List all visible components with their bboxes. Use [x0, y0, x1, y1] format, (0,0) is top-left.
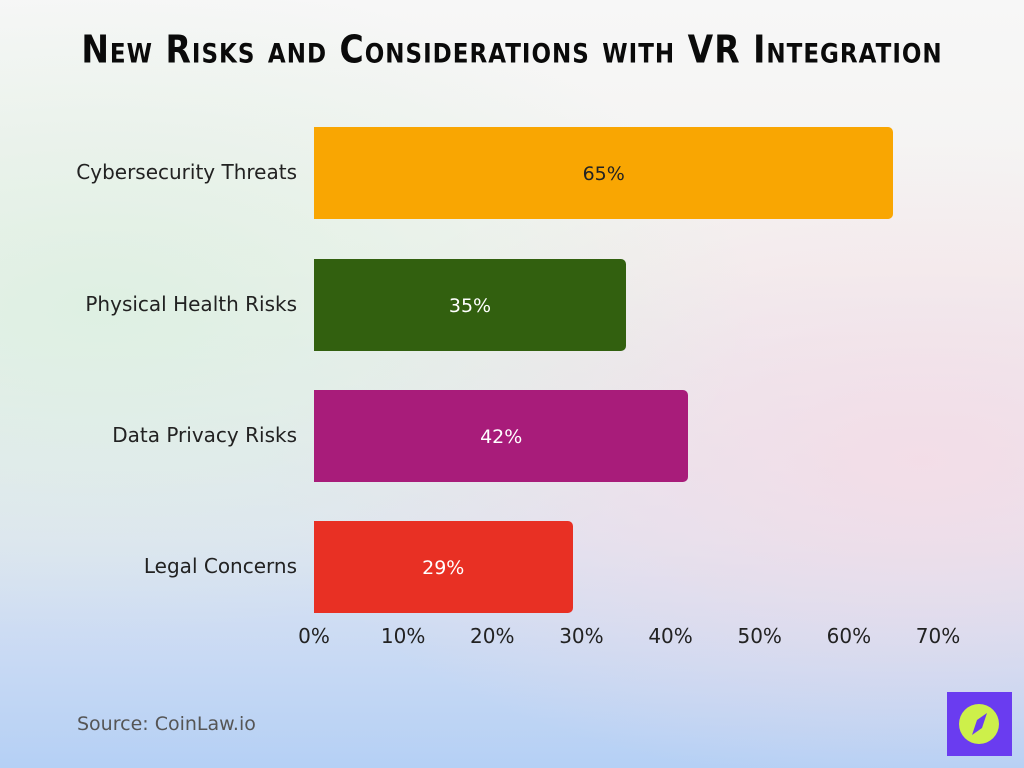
x-tick-label: 10% — [380, 624, 426, 648]
x-tick-label: 60% — [826, 624, 872, 648]
x-tick-label: 70% — [915, 624, 961, 648]
category-label: Physical Health Risks — [85, 292, 297, 316]
category-label: Cybersecurity Threats — [76, 160, 297, 184]
data-label: 29% — [422, 557, 465, 579]
category-label: Legal Concerns — [143, 554, 297, 578]
compass-icon — [972, 713, 987, 735]
bar — [314, 521, 573, 613]
chart-title: New Risks and Considerations with VR Int… — [81, 27, 943, 72]
data-label: 65% — [582, 163, 625, 185]
x-tick-label: 40% — [648, 624, 693, 648]
bar — [314, 259, 626, 351]
bar — [314, 390, 689, 482]
source-note: Source: CoinLaw.io — [77, 713, 256, 735]
data-label: 35% — [448, 295, 492, 317]
category-label: Data Privacy Risks — [112, 423, 297, 447]
x-tick-label: 30% — [559, 624, 604, 648]
bar — [314, 127, 894, 219]
x-tick-label: 50% — [737, 624, 782, 648]
data-label: 42% — [480, 426, 523, 448]
coinlaw-logo — [947, 692, 1012, 756]
x-tick-label: 20% — [470, 624, 515, 648]
x-tick-label: 0% — [298, 624, 330, 648]
